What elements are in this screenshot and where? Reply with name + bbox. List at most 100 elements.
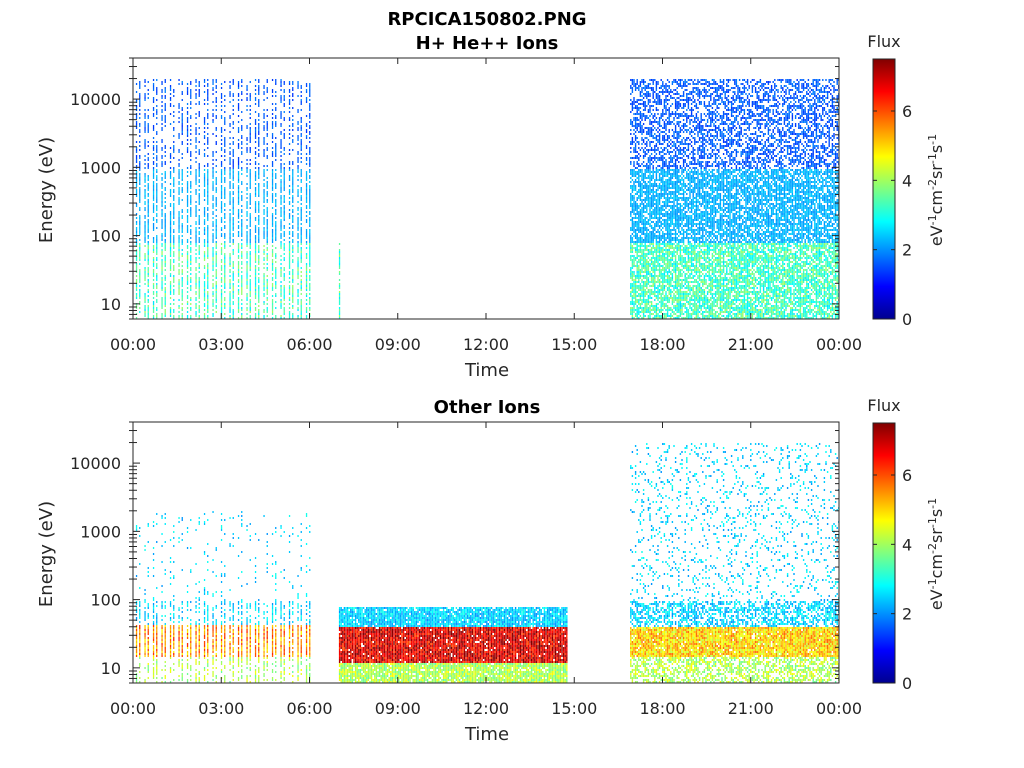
spectrogram-pixel [170, 195, 171, 197]
spectrogram-pixel [148, 123, 149, 125]
spectrogram-pixel [182, 121, 183, 123]
spectrogram-pixel [182, 285, 183, 287]
spectrogram-pixel [187, 135, 188, 137]
spectrogram-pixel [156, 309, 157, 311]
spectrogram-pixel [199, 151, 200, 153]
spectrogram-pixel [190, 83, 191, 85]
spectrogram-pixel [187, 253, 188, 255]
spectrogram-pixel [156, 259, 157, 261]
spectrogram-pixel [144, 189, 145, 191]
spectrogram-pixel [161, 161, 162, 163]
spectrogram-pixel [161, 239, 162, 241]
spectrogram-pixel [148, 81, 149, 83]
spectrogram-pixel [144, 185, 145, 187]
spectrogram-pixel [178, 187, 179, 189]
spectrogram-pixel [165, 171, 166, 173]
spectrogram-pixel [190, 255, 191, 257]
spectrogram-pixel [136, 179, 137, 181]
spectrogram-pixel [161, 157, 162, 159]
spectrogram-pixel [156, 151, 157, 153]
spectrogram-pixel [165, 315, 166, 317]
spectrogram-pixel [161, 283, 162, 285]
spectrogram-pixel [212, 195, 213, 197]
spectrogram-pixel [148, 261, 149, 263]
spectrogram-pixel [136, 205, 137, 207]
spectrogram-pixel [187, 247, 188, 249]
spectrogram-pixel [136, 239, 137, 241]
spectrogram-pixel [173, 221, 174, 223]
spectrogram-pixel [136, 155, 137, 157]
spectrogram-pixel [178, 307, 179, 309]
spectrogram-pixel [153, 193, 154, 195]
spectrogram-pixel [156, 99, 157, 101]
spectrogram-pixel [139, 239, 140, 241]
spectrogram-pixel [187, 133, 188, 135]
spectrogram-pixel [144, 79, 145, 81]
spectrogram-pixel [173, 91, 174, 93]
spectrogram-pixel [136, 259, 137, 261]
spectrogram-pixel [199, 171, 200, 173]
spectrogram-pixel [190, 155, 191, 157]
spectrogram-pixel [199, 111, 200, 113]
spectrogram-pixel [182, 273, 183, 275]
spectrogram-pixel [161, 213, 162, 215]
spectrogram-pixel [139, 191, 140, 193]
spectrogram-pixel [139, 181, 140, 183]
spectrogram-pixel [195, 129, 196, 131]
spectrogram-pixel [212, 237, 213, 239]
spectrogram-pixel [153, 275, 154, 277]
spectrogram-pixel [144, 313, 145, 315]
spectrogram-pixel [139, 135, 140, 137]
spectrogram-pixel [153, 79, 154, 81]
spectrogram-pixel [204, 177, 205, 179]
spectrogram-pixel [207, 309, 208, 311]
spectrogram-pixel [139, 101, 140, 103]
spectrogram-pixel [161, 179, 162, 181]
spectrogram-pixel [148, 117, 149, 119]
spectrogram-pixel [195, 201, 196, 203]
spectrogram-pixel [148, 263, 149, 265]
spectrogram-pixel [173, 177, 174, 179]
spectrogram-pixel [204, 81, 205, 83]
spectrogram-pixel [204, 285, 205, 287]
spectrogram-pixel [182, 243, 183, 245]
spectrogram-pixel [148, 311, 149, 313]
spectrogram-pixel [195, 139, 196, 141]
spectrogram-pixel [216, 223, 217, 225]
spectrogram-pixel [204, 257, 205, 259]
spectrogram-pixel [148, 251, 149, 253]
spectrogram-pixel [144, 271, 145, 273]
spectrogram-pixel [144, 129, 145, 131]
spectrogram-pixel [156, 89, 157, 91]
spectrogram-pixel [187, 279, 188, 281]
spectrogram-pixel [139, 183, 140, 185]
spectrogram-pixel [212, 81, 213, 83]
spectrogram-pixel [195, 257, 196, 259]
spectrogram-pixel [156, 123, 157, 125]
spectrogram-pixel [139, 279, 140, 281]
spectrogram-pixel [156, 207, 157, 209]
spectrogram-pixel [144, 231, 145, 233]
spectrogram-pixel [139, 247, 140, 249]
spectrogram-pixel [153, 129, 154, 131]
spectrogram-pixel [144, 241, 145, 243]
spectrogram-pixel [173, 265, 174, 267]
spectrogram-pixel [182, 93, 183, 95]
spectrogram-pixel [212, 169, 213, 171]
spectrogram-pixel [182, 223, 183, 225]
spectrogram-pixel [173, 191, 174, 193]
spectrogram-pixel [148, 203, 149, 205]
spectrogram-pixel [190, 203, 191, 205]
spectrogram-pixel [199, 167, 200, 169]
spectrogram-pixel [212, 213, 213, 215]
spectrogram-pixel [153, 225, 154, 227]
spectrogram-pixel [170, 315, 171, 317]
spectrogram-pixel [136, 263, 137, 265]
spectrogram-pixel [195, 233, 196, 235]
spectrogram-pixel [139, 243, 140, 245]
spectrogram-pixel [161, 111, 162, 113]
spectrogram-pixel [144, 209, 145, 211]
spectrogram-pixel [165, 187, 166, 189]
spectrogram-pixel [195, 117, 196, 119]
spectrogram-pixel [173, 255, 174, 257]
